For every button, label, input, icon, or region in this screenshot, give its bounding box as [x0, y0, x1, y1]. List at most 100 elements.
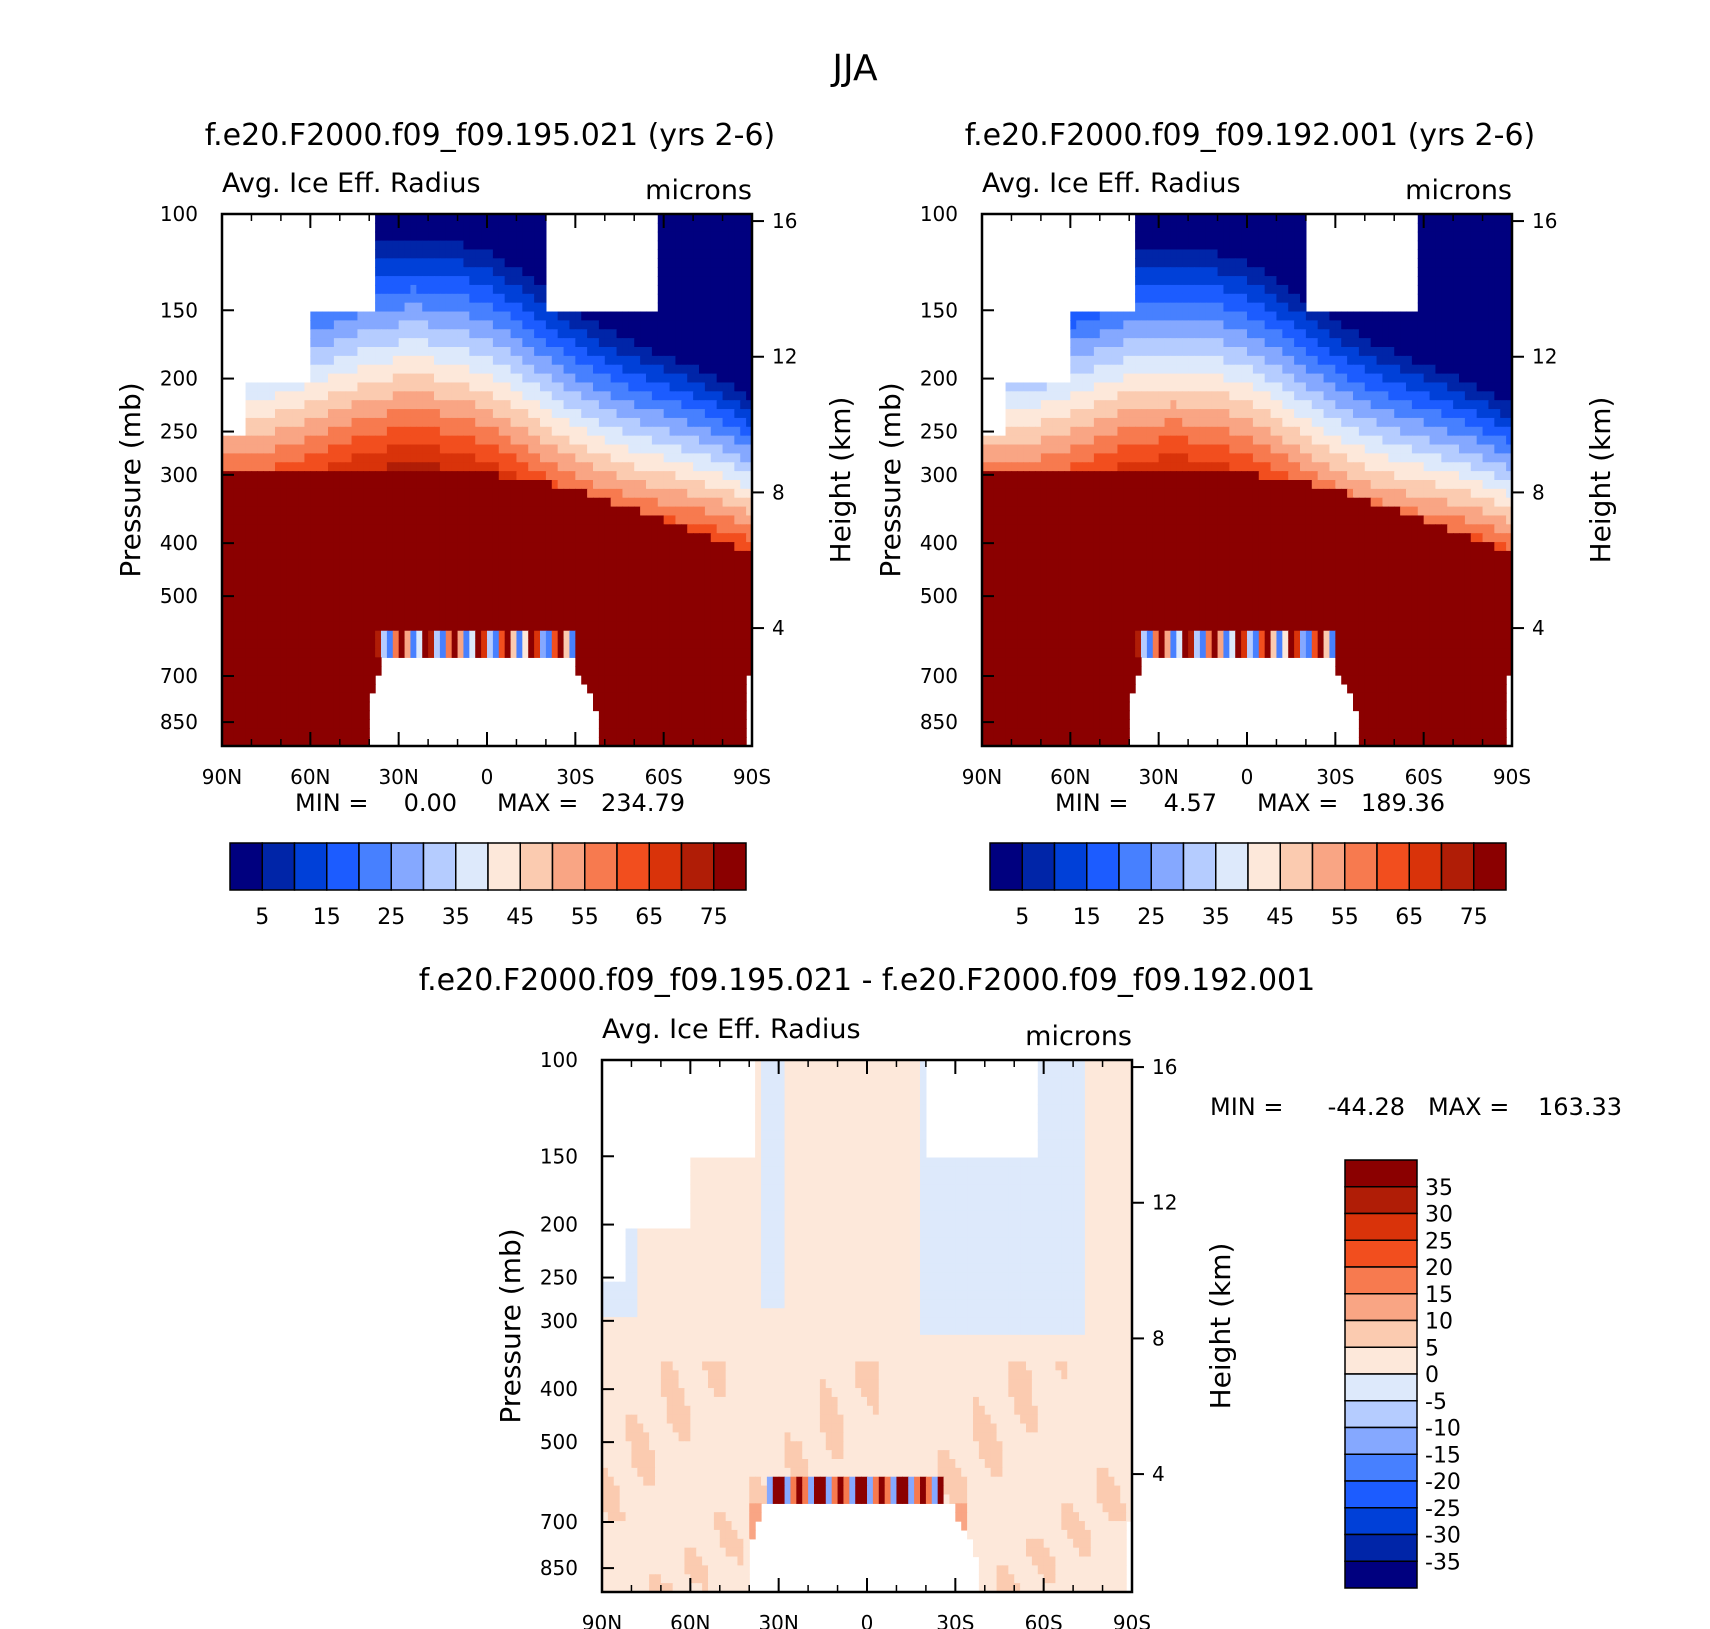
field-cell: [227, 506, 235, 517]
field-cell: [1264, 302, 1272, 313]
field-cell: [681, 675, 688, 685]
field-cell: [416, 382, 423, 392]
field-cell: [375, 488, 382, 499]
field-cell: [587, 542, 594, 552]
field-cell: [428, 630, 435, 641]
field-cell: [328, 329, 335, 339]
field-cell: [463, 559, 470, 570]
field-cell: [1135, 231, 1142, 242]
field-cell: [351, 586, 359, 596]
field-cell: [392, 329, 400, 339]
field-cell: [269, 506, 276, 517]
field-cell: [351, 435, 359, 446]
field-cell: [710, 364, 718, 375]
field-cell: [492, 382, 500, 392]
field-cell: [328, 613, 335, 623]
field-cell: [563, 577, 571, 587]
field-cell: [275, 444, 282, 454]
field-cell: [522, 550, 529, 561]
field-cell: [222, 683, 229, 694]
field-cell: [522, 595, 529, 605]
field-cell: [510, 267, 518, 277]
field-cell: [1152, 240, 1160, 251]
field-cell: [233, 480, 241, 490]
field-cell: [392, 284, 400, 295]
field-cell: [445, 550, 453, 561]
field-cell: [422, 364, 429, 375]
field-cell: [510, 302, 518, 313]
field-cell: [634, 382, 641, 392]
field-cell: [328, 630, 335, 641]
field-cell: [604, 675, 612, 685]
field-cell: [575, 568, 582, 579]
field-cell: [1199, 214, 1207, 224]
field-cell: [710, 267, 718, 277]
colorbar-box: [584, 842, 618, 891]
field-cell: [593, 409, 600, 419]
field-cell: [646, 666, 653, 676]
field-cell: [1506, 222, 1513, 233]
field-cell: [392, 497, 400, 508]
field-cell: [398, 648, 406, 658]
field-cell: [728, 542, 735, 552]
field-cell: [593, 453, 600, 463]
field-cell: [663, 338, 671, 348]
field-cell: [257, 524, 264, 534]
field-cell: [428, 480, 435, 490]
field-cell: [1276, 276, 1283, 286]
field-cell: [422, 506, 429, 517]
field-cell: [628, 559, 635, 570]
field-cell: [716, 435, 724, 446]
field-cell: [663, 293, 671, 304]
field-cell: [410, 400, 417, 410]
field-cell: [587, 639, 594, 650]
field-cell: [622, 462, 629, 472]
field-cell: [386, 240, 394, 251]
field-cell: [286, 683, 294, 694]
field-cell: [581, 604, 588, 614]
field-cell: [551, 613, 559, 623]
field-cell: [651, 373, 659, 384]
field-cell: [1506, 267, 1513, 277]
field-cell: [593, 311, 600, 321]
field-cell: [699, 675, 706, 685]
field-cell: [598, 648, 606, 658]
field-cell: [669, 613, 677, 623]
field-cell: [575, 444, 582, 454]
field-cell: [616, 666, 624, 676]
field-cell: [286, 515, 294, 525]
field-cell: [616, 373, 624, 384]
field-cell: [740, 737, 747, 747]
field-cell: [398, 621, 406, 632]
field-cell: [381, 559, 388, 570]
field-cell: [386, 533, 394, 543]
field-cell: [551, 444, 559, 454]
field-cell: [369, 639, 376, 650]
field-cell: [704, 329, 712, 339]
field-cell: [687, 462, 694, 472]
field-cell: [545, 577, 553, 587]
field-cell: [675, 453, 682, 463]
field-cell: [734, 701, 741, 712]
field-cell: [269, 728, 276, 738]
field-cell: [457, 284, 465, 295]
field-cell: [328, 373, 335, 384]
field-cell: [322, 719, 329, 729]
field-cell: [687, 604, 694, 614]
field-cell: [345, 382, 353, 392]
field-cell: [428, 329, 435, 339]
field-cell: [528, 258, 535, 268]
field-cell: [534, 231, 541, 242]
field-cell: [657, 355, 665, 366]
field-cell: [451, 391, 459, 401]
field-cell: [510, 550, 518, 561]
field-cell: [1476, 214, 1484, 224]
field-cell: [704, 524, 712, 534]
field-cell: [545, 417, 553, 428]
field-cell: [510, 533, 518, 543]
field-cell: [522, 462, 529, 472]
field-cell: [239, 719, 247, 729]
field-cell: [328, 675, 335, 685]
field-cell: [575, 400, 582, 410]
field-cell: [445, 604, 453, 614]
